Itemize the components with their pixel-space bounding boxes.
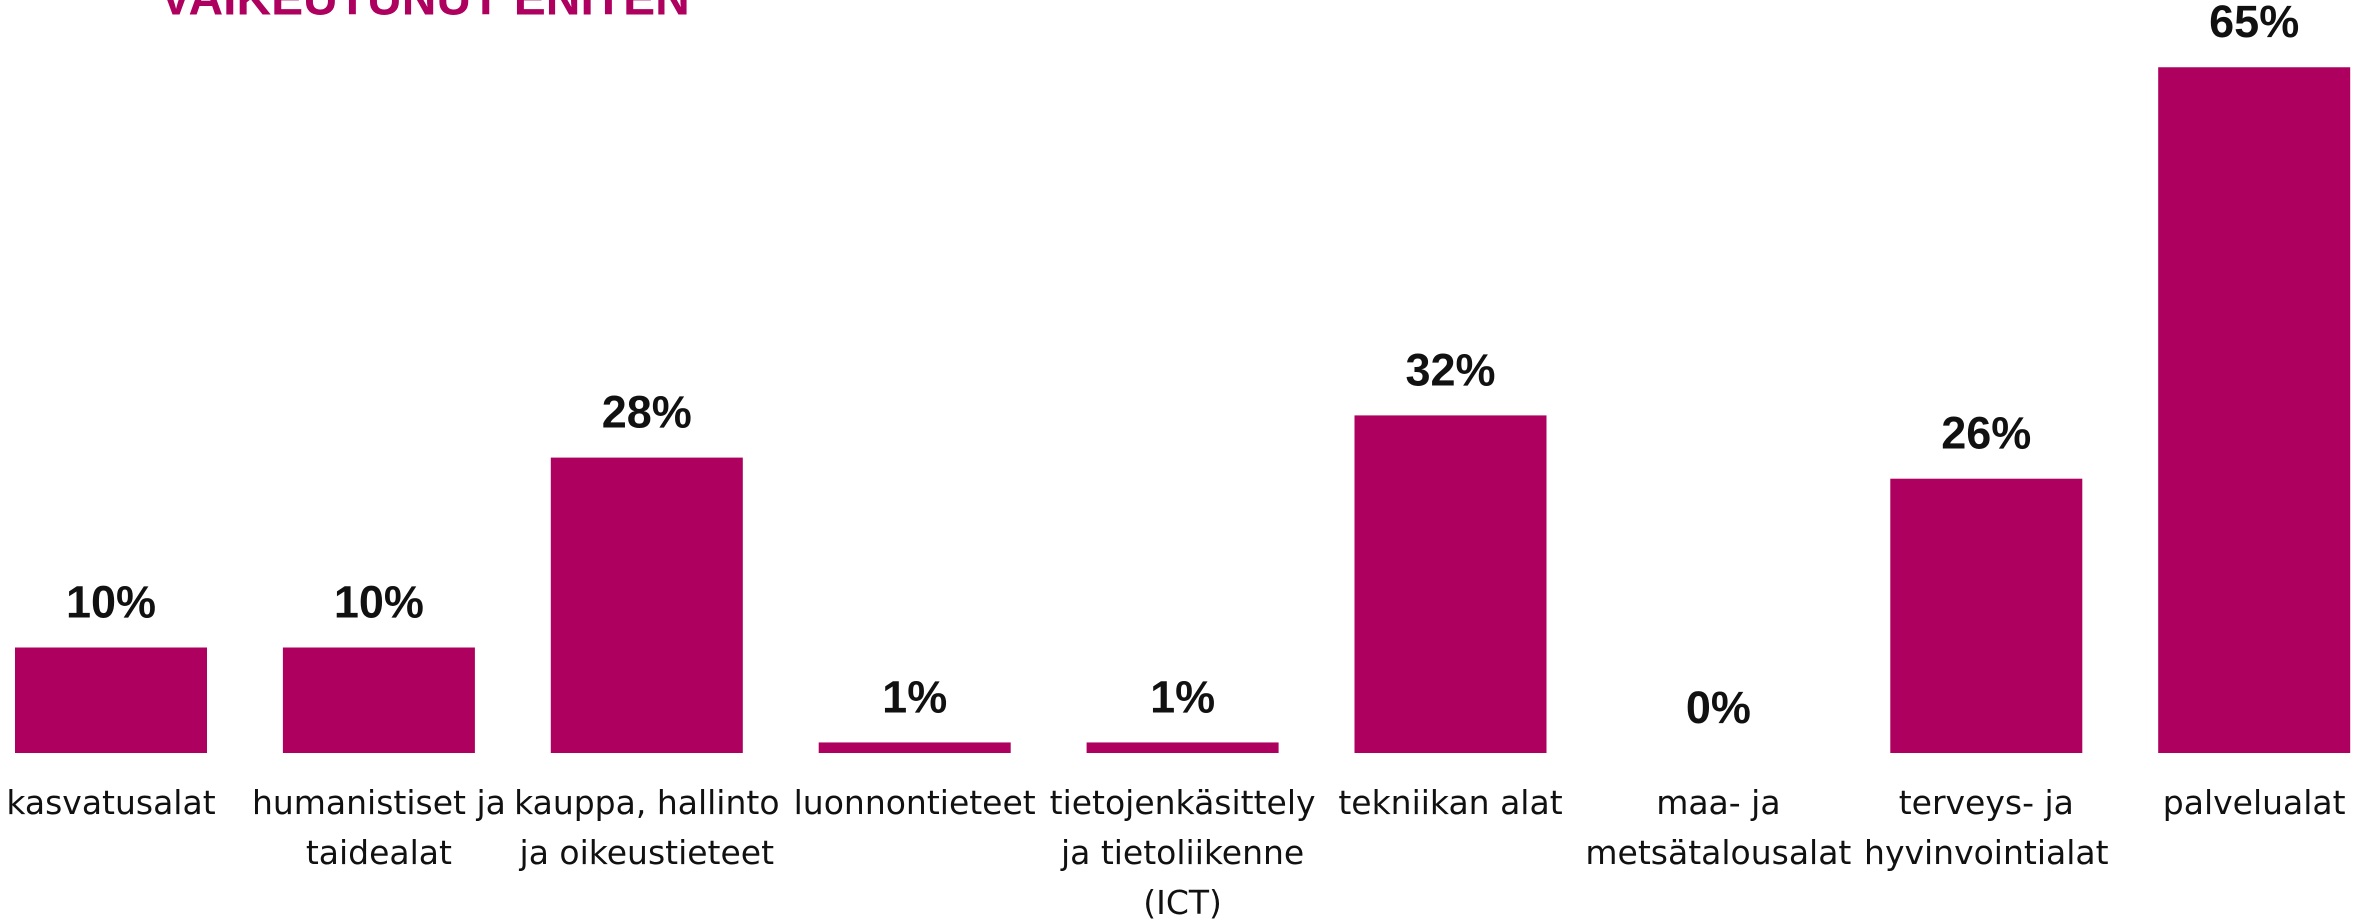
x-tick-label: terveys- ja hyvinvointialat [1864,783,2109,872]
x-tick-label: tekniikan alat [1338,783,1563,822]
bar [282,647,475,753]
value-label: 1% [882,671,947,722]
chart-title: VAIKEUTUNUT ENITEN [160,0,690,26]
bar [2158,67,2351,753]
bar [15,647,207,753]
bar [1086,742,1279,753]
value-label: 10% [66,576,156,627]
x-tick-label: palvelualat [2162,783,2346,822]
x-tick-label-box: tekniikan alat [1338,783,1563,822]
bar [1354,415,1547,753]
x-tick-label-box: terveys- ja hyvinvointialat [1864,783,2109,872]
x-tick-label: tietojenkäsittely ja tietoliikenne (ICT) [1049,783,1316,920]
x-tick-label: humanistiset ja taidealat [251,783,506,872]
x-tick-label-box: palvelualat [2162,783,2346,822]
x-tick-label-box: tietojenkäsittely ja tietoliikenne (ICT) [1049,783,1316,920]
value-label: 28% [602,386,692,437]
x-tick-label: luonnontieteet [793,783,1036,822]
x-tick-label-box: luonnontieteet [793,783,1036,822]
x-tick-label-box: kasvatusalat [6,783,216,822]
value-label: 32% [1405,344,1495,395]
x-tick-label: kasvatusalat [6,783,216,822]
x-tick-label: maa- ja metsätalousalat [1585,783,1852,872]
x-tick-label: kauppa, hallinto ja oikeustieteet [514,783,780,872]
value-label: 0% [1686,682,1751,733]
x-tick-label-box: kauppa, hallinto ja oikeustieteet [514,783,780,872]
value-label: 1% [1150,671,1215,722]
x-tick-label-box: humanistiset ja taidealat [251,783,506,872]
bar [550,457,743,753]
bar [1890,478,2083,753]
x-tick-label-box: maa- ja metsätalousalat [1585,783,1852,872]
bar [818,742,1011,753]
value-label: 65% [2209,0,2299,47]
value-label: 26% [1941,408,2031,459]
value-label: 10% [334,576,424,627]
